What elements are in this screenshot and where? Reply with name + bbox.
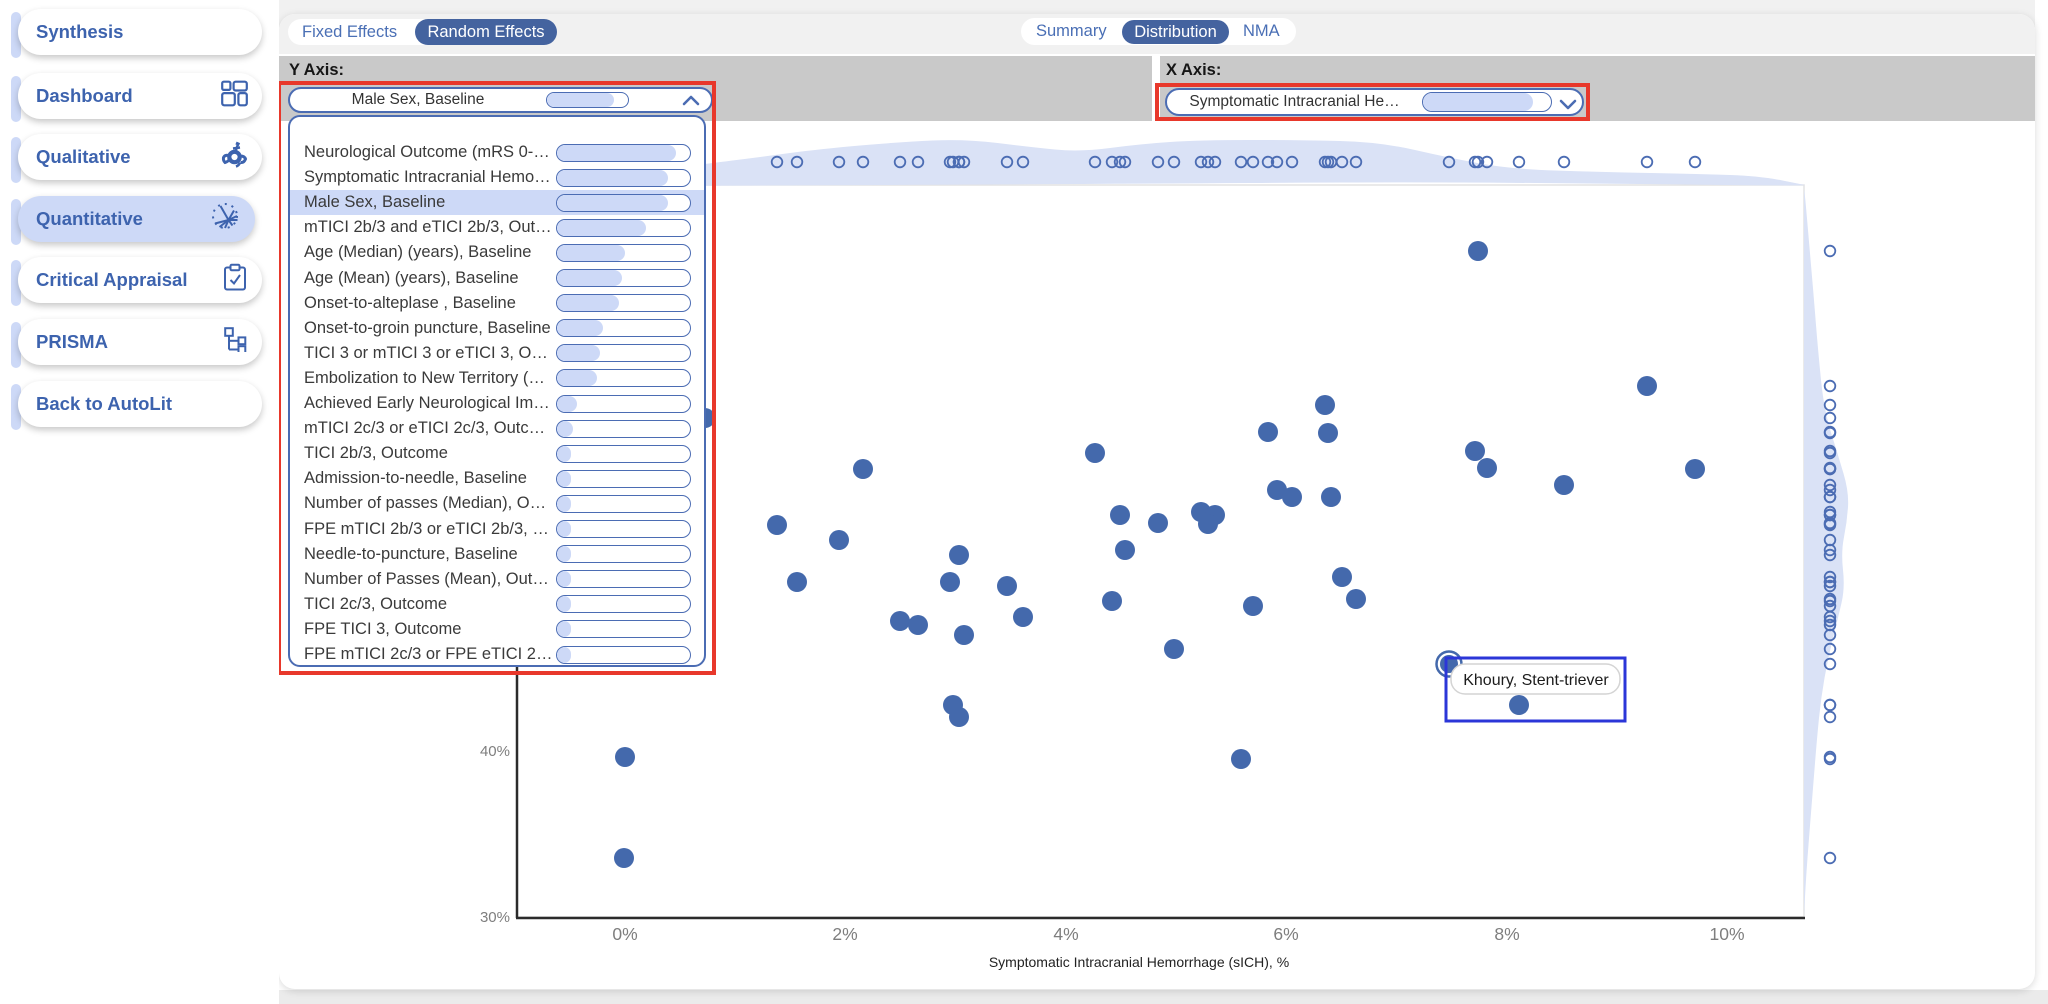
svg-text:30%: 30% — [480, 909, 510, 926]
svg-text:0%: 0% — [612, 924, 637, 944]
svg-text:2%: 2% — [832, 924, 857, 944]
svg-text:6%: 6% — [1273, 924, 1298, 944]
svg-text:40%: 40% — [480, 743, 510, 760]
svg-text:4%: 4% — [1053, 924, 1078, 944]
svg-text:10%: 10% — [1709, 924, 1744, 944]
svg-text:8%: 8% — [1494, 924, 1519, 944]
svg-text:Symptomatic Intracranial Hemor: Symptomatic Intracranial Hemorrhage (sIC… — [989, 954, 1289, 970]
svg-text:Khoury, Stent-triever: Khoury, Stent-triever — [1463, 672, 1609, 689]
